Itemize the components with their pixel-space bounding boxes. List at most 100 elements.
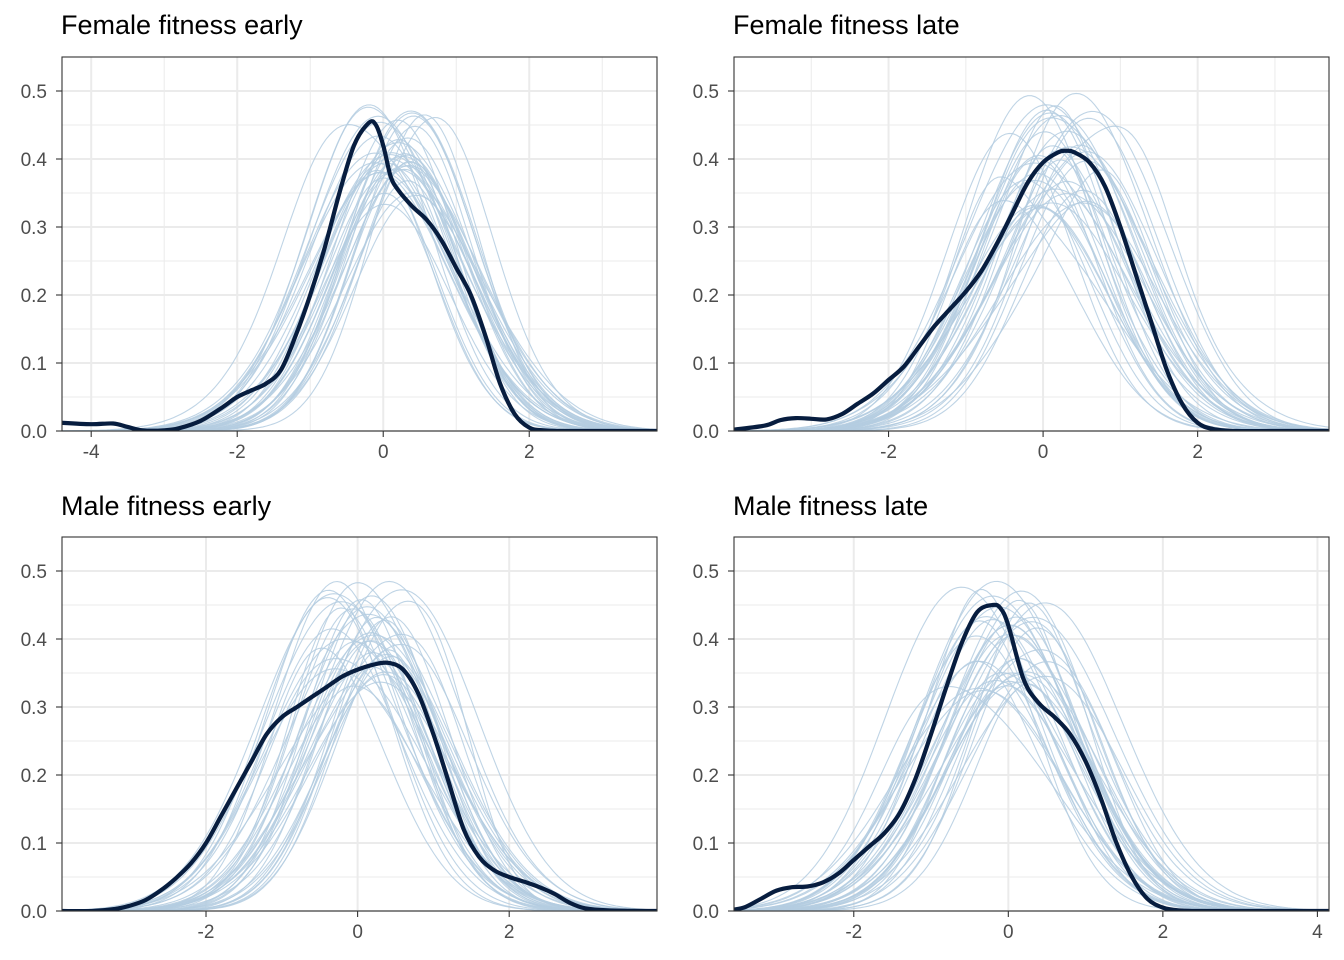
y-tick-label: 0.2 (21, 286, 47, 307)
replicate-density-line (734, 580, 1329, 911)
panel-frame (733, 56, 1330, 432)
x-tick-label: -2 (845, 922, 862, 943)
replicate-density-line (734, 200, 1329, 431)
replicate-density-line (734, 673, 1329, 911)
observed-density-line (734, 148, 1329, 431)
replicate-density-line (62, 634, 657, 911)
panel-frame (61, 56, 658, 432)
replicate-density-line (734, 176, 1329, 431)
replicate-density-line (62, 665, 657, 911)
replicate-density-line (62, 599, 657, 911)
replicate-density-line (734, 95, 1329, 431)
replicate-density-line (734, 602, 1329, 911)
y-tick-label: 0.3 (693, 698, 719, 719)
replicate-density-line (62, 161, 657, 431)
replicate-density-line (62, 589, 657, 911)
plot-area (62, 580, 657, 911)
y-tick-label: 0.0 (693, 902, 719, 923)
replicate-density-line (734, 193, 1329, 431)
replicate-density-line (734, 621, 1329, 911)
y-tick-label: 0.5 (21, 82, 47, 103)
replicate-density-line (62, 668, 657, 911)
y-tick-label: 0.1 (21, 354, 47, 375)
panel-title: Female fitness early (61, 10, 303, 40)
panel-female-fitness-late: Female fitness late 0.0 0.1 0.2 0.3 0.4 0.5 -2… (693, 10, 1330, 463)
x-tick-label: 0 (1038, 442, 1049, 463)
replicate-density-line (734, 620, 1329, 911)
y-tick-label: 0.1 (693, 834, 719, 855)
replicate-density-line (734, 200, 1329, 431)
replicate-density-line (62, 643, 657, 911)
replicate-density-line (734, 595, 1329, 911)
replicate-density-line (734, 689, 1329, 911)
x-tick-label: 0 (1003, 922, 1014, 943)
panel-frame (61, 536, 658, 912)
replicate-density-line (62, 641, 657, 911)
y-tick-label: 0.3 (21, 218, 47, 239)
y-tick-label: 0.2 (693, 766, 719, 787)
observed-density-line (734, 602, 1329, 911)
replicate-density-line (734, 602, 1329, 911)
replicate-density-line (62, 580, 657, 911)
y-tick-label: 0.1 (693, 354, 719, 375)
panel-title: Female fitness late (733, 10, 960, 40)
replicate-density-line (734, 681, 1329, 911)
replicate-density-line (734, 627, 1329, 911)
replicate-density-line (62, 104, 657, 431)
replicate-density-line (62, 674, 657, 911)
replicate-density-line (62, 192, 657, 431)
replicate-density-line (62, 608, 657, 911)
x-tick-label: 2 (524, 442, 535, 463)
replicate-density-line (62, 115, 657, 431)
replicate-density-line (62, 165, 657, 431)
plot-area (734, 580, 1329, 911)
replicate-density-line (62, 619, 657, 911)
replicate-density-line (62, 658, 657, 911)
y-tick-label: 0.4 (21, 150, 48, 171)
observed-density-line (62, 660, 657, 911)
replicate-density-line (62, 616, 657, 911)
replicate-density-line (62, 115, 657, 431)
y-tick-label: 0.0 (693, 422, 719, 443)
replicate-density-line (734, 671, 1329, 911)
replicate-density-line (62, 633, 657, 911)
replicate-density-line (734, 672, 1329, 911)
x-tick-label: -2 (229, 442, 246, 463)
replicate-density-line (62, 114, 657, 431)
y-tick-label: 0.5 (693, 82, 719, 103)
plot-area (734, 92, 1329, 431)
replicate-density-line (734, 162, 1329, 431)
x-tick-label: 2 (1192, 442, 1203, 463)
replicate-density-line (734, 672, 1329, 911)
panel-male-fitness-late: Male fitness late 0.0 0.1 0.2 0.3 0.4 0.5 -2 0 2… (693, 491, 1330, 943)
replicate-density-line (62, 616, 657, 911)
y-tick-label: 0.3 (21, 698, 47, 719)
replicate-density-line (62, 606, 657, 911)
replicate-density-line (62, 112, 657, 431)
replicate-density-line (62, 152, 657, 431)
replicate-density-line (62, 600, 657, 911)
replicate-density-line (62, 125, 657, 431)
replicate-density-line (734, 606, 1329, 911)
replicate-density-line (62, 168, 657, 431)
panel-frame (733, 536, 1330, 912)
y-tick-label: 0.1 (21, 834, 47, 855)
replicate-density-line (62, 628, 657, 911)
x-tick-label: 2 (1158, 922, 1169, 943)
y-tick-label: 0.4 (693, 630, 720, 651)
y-tick-label: 0.2 (693, 286, 719, 307)
grid (62, 536, 657, 912)
x-tick-label: 2 (504, 922, 515, 943)
replicate-density-line (734, 687, 1329, 911)
grid (62, 56, 657, 432)
x-tick-label: 0 (378, 442, 389, 463)
replicate-density-line (734, 586, 1329, 911)
replicate-density-line (62, 162, 657, 431)
panel-title: Male fitness early (61, 491, 272, 521)
replicate-density-line (62, 152, 657, 431)
replicate-density-line (734, 207, 1329, 431)
replicate-density-line (62, 593, 657, 911)
replicate-density-line (62, 165, 657, 431)
replicate-density-line (734, 589, 1329, 911)
